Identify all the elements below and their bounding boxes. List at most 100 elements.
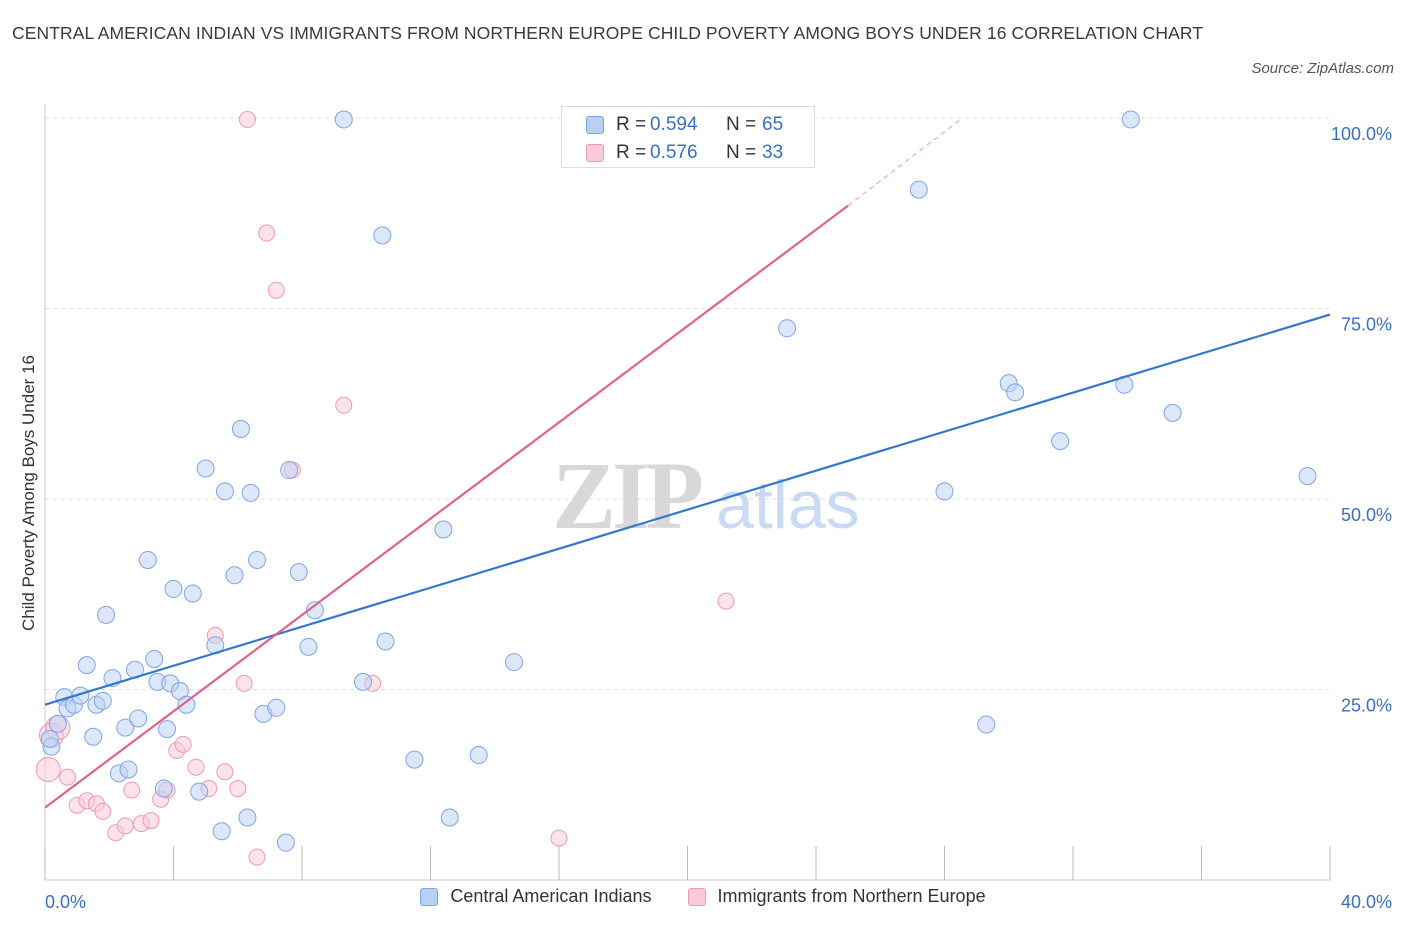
data-point-central-american-indians — [231, 419, 250, 438]
data-point-immigrants-northern-europe — [248, 848, 266, 866]
data-point-central-american-indians — [77, 656, 96, 675]
data-point-immigrants-northern-europe — [187, 758, 205, 776]
grid-lines — [45, 117, 1330, 690]
data-point-central-american-indians — [778, 319, 797, 338]
legend-swatch-pink — [687, 887, 706, 906]
y-tick-labels: 25.0% 50.0% 75.0% 100.0% — [1331, 124, 1392, 716]
data-point-central-american-indians — [158, 720, 177, 739]
data-point-central-american-indians — [1163, 403, 1182, 422]
data-point-central-american-indians — [376, 632, 395, 651]
data-point-immigrants-northern-europe — [550, 829, 568, 847]
data-point-immigrants-northern-europe — [174, 735, 192, 753]
stats-row-pink: R = 0.576 N = 33 — [586, 139, 838, 167]
data-point-central-american-indians — [469, 746, 488, 765]
n-value: 33 — [762, 142, 784, 163]
data-point-central-american-indians — [177, 695, 196, 714]
chart-title: CENTRAL AMERICAN INDIAN VS IMMIGRANTS FR… — [12, 23, 1204, 43]
watermark: ZIP atlas — [552, 442, 860, 549]
data-point-central-american-indians — [267, 698, 286, 717]
trend-lines — [44, 119, 1331, 809]
data-point-central-american-indians — [1051, 432, 1070, 451]
trend-line-extension — [847, 119, 961, 207]
data-point-central-american-indians — [276, 833, 295, 852]
legend-label: Immigrants from Northern Europe — [717, 886, 986, 906]
data-point-central-american-indians — [93, 691, 112, 710]
data-point-central-american-indians — [1121, 110, 1140, 129]
data-point-immigrants-northern-europe — [238, 111, 256, 129]
data-point-central-american-indians — [241, 483, 260, 502]
data-point-immigrants-northern-europe — [258, 224, 276, 242]
y-tick-label: 50.0% — [1341, 505, 1392, 525]
legend-item-immigrants-northern-europe: Immigrants from Northern Europe — [687, 886, 986, 907]
data-point-central-american-indians — [164, 579, 183, 598]
data-point-central-american-indians — [154, 779, 173, 798]
r-value: 0.594 — [650, 114, 698, 135]
r-value: 0.576 — [650, 142, 698, 163]
x-tick-labels: 0.0% 40.0% — [45, 892, 1392, 912]
data-point-central-american-indians — [48, 714, 67, 733]
data-point-immigrants-northern-europe — [267, 281, 285, 299]
data-point-central-american-indians — [977, 715, 996, 734]
data-point-immigrants-northern-europe — [94, 802, 112, 820]
data-point-central-american-indians — [145, 650, 164, 669]
data-point-central-american-indians — [190, 782, 209, 801]
data-point-central-american-indians — [1006, 383, 1025, 402]
data-point-central-american-indians — [1298, 467, 1317, 486]
series-legend: Central American Indians Immigrants from… — [0, 886, 1406, 907]
data-point-central-american-indians — [405, 750, 424, 769]
data-point-central-american-indians — [225, 566, 244, 585]
data-point-central-american-indians — [196, 459, 215, 478]
watermark-zip: ZIP — [552, 442, 701, 549]
stats-swatch-blue — [586, 116, 604, 134]
data-point-central-american-indians — [40, 730, 59, 749]
data-point-immigrants-northern-europe — [58, 768, 76, 786]
r-label: R = — [616, 142, 647, 163]
n-value: 65 — [762, 114, 784, 135]
x-tick-label: 0.0% — [45, 892, 86, 912]
legend-label: Central American Indians — [450, 886, 652, 906]
legend-item-central-american-indians: Central American Indians — [420, 886, 652, 907]
r-label: R = — [616, 114, 647, 135]
legend-swatch-blue — [420, 887, 439, 906]
stats-row-blue: R = 0.594 N = 65 — [586, 111, 838, 139]
data-point-central-american-indians — [84, 727, 103, 746]
data-point-immigrants-northern-europe — [216, 763, 234, 781]
data-point-central-american-indians — [935, 482, 954, 501]
data-point-immigrants-northern-europe — [717, 592, 735, 610]
y-axis-label: Child Poverty Among Boys Under 16 — [19, 355, 38, 631]
data-point-immigrants-northern-europe — [335, 396, 353, 414]
data-point-immigrants-northern-europe — [235, 674, 253, 692]
x-tick-label: 40.0% — [1341, 892, 1392, 912]
data-point-central-american-indians — [373, 226, 392, 245]
n-label: N = — [726, 142, 757, 163]
data-point-central-american-indians — [354, 672, 373, 691]
data-point-central-american-indians — [440, 808, 459, 827]
source-label: Source: ZipAtlas.com — [1251, 60, 1394, 77]
data-point-central-american-indians — [289, 563, 308, 582]
data-point-central-american-indians — [138, 550, 157, 569]
data-point-immigrants-northern-europe — [229, 780, 247, 798]
y-tick-label: 25.0% — [1341, 696, 1392, 716]
data-point-central-american-indians — [116, 718, 135, 737]
stats-legend: R = 0.594 N = 65 R = 0.576 N = 33 — [561, 106, 815, 168]
data-point-central-american-indians — [119, 760, 138, 779]
data-point-immigrants-northern-europe — [116, 817, 134, 835]
data-point-central-american-indians — [280, 461, 299, 480]
data-point-central-american-indians — [183, 584, 202, 603]
trend-line-immigrants-northern-europe — [44, 204, 849, 809]
data-point-immigrants-northern-europe — [123, 781, 141, 799]
data-point-central-american-indians — [248, 550, 267, 569]
data-point-central-american-indians — [334, 110, 353, 129]
data-point-central-american-indians — [129, 709, 148, 728]
trend-line-central-american-indians — [44, 313, 1331, 706]
data-point-central-american-indians — [215, 482, 234, 501]
data-point-immigrants-northern-europe — [35, 757, 61, 783]
data-point-immigrants-northern-europe — [142, 812, 160, 830]
data-point-central-american-indians — [97, 605, 116, 624]
y-tick-label: 75.0% — [1341, 315, 1392, 335]
data-point-central-american-indians — [299, 637, 318, 656]
stats-swatch-pink — [586, 144, 604, 162]
data-point-central-american-indians — [305, 601, 324, 620]
y-tick-label: 100.0% — [1331, 124, 1392, 144]
